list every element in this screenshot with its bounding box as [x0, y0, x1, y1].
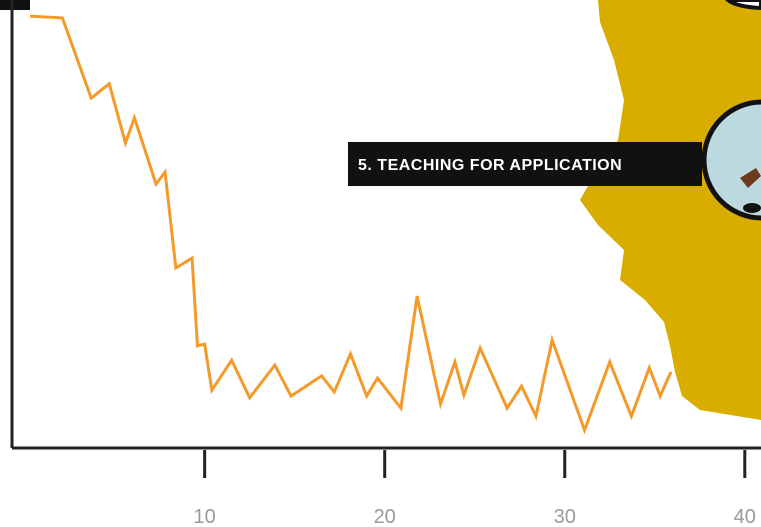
icon-circle: [701, 99, 761, 221]
x-tick-label: 10: [194, 506, 216, 527]
x-tick-label: 30: [554, 506, 576, 527]
head-silhouette: [580, 0, 761, 420]
x-tick-label: 20: [374, 506, 396, 527]
annotation: 5. TEACHING FOR APPLICATION: [358, 157, 622, 174]
data-line: [29, 14, 673, 435]
icon-detail: [743, 203, 761, 213]
x-tick-label: 40: [734, 506, 756, 527]
corner-block: [0, 0, 30, 10]
icon-detail: [740, 168, 761, 188]
plot-area: 10 20 30 40: [10, 0, 761, 527]
annotation-box: [348, 142, 702, 186]
